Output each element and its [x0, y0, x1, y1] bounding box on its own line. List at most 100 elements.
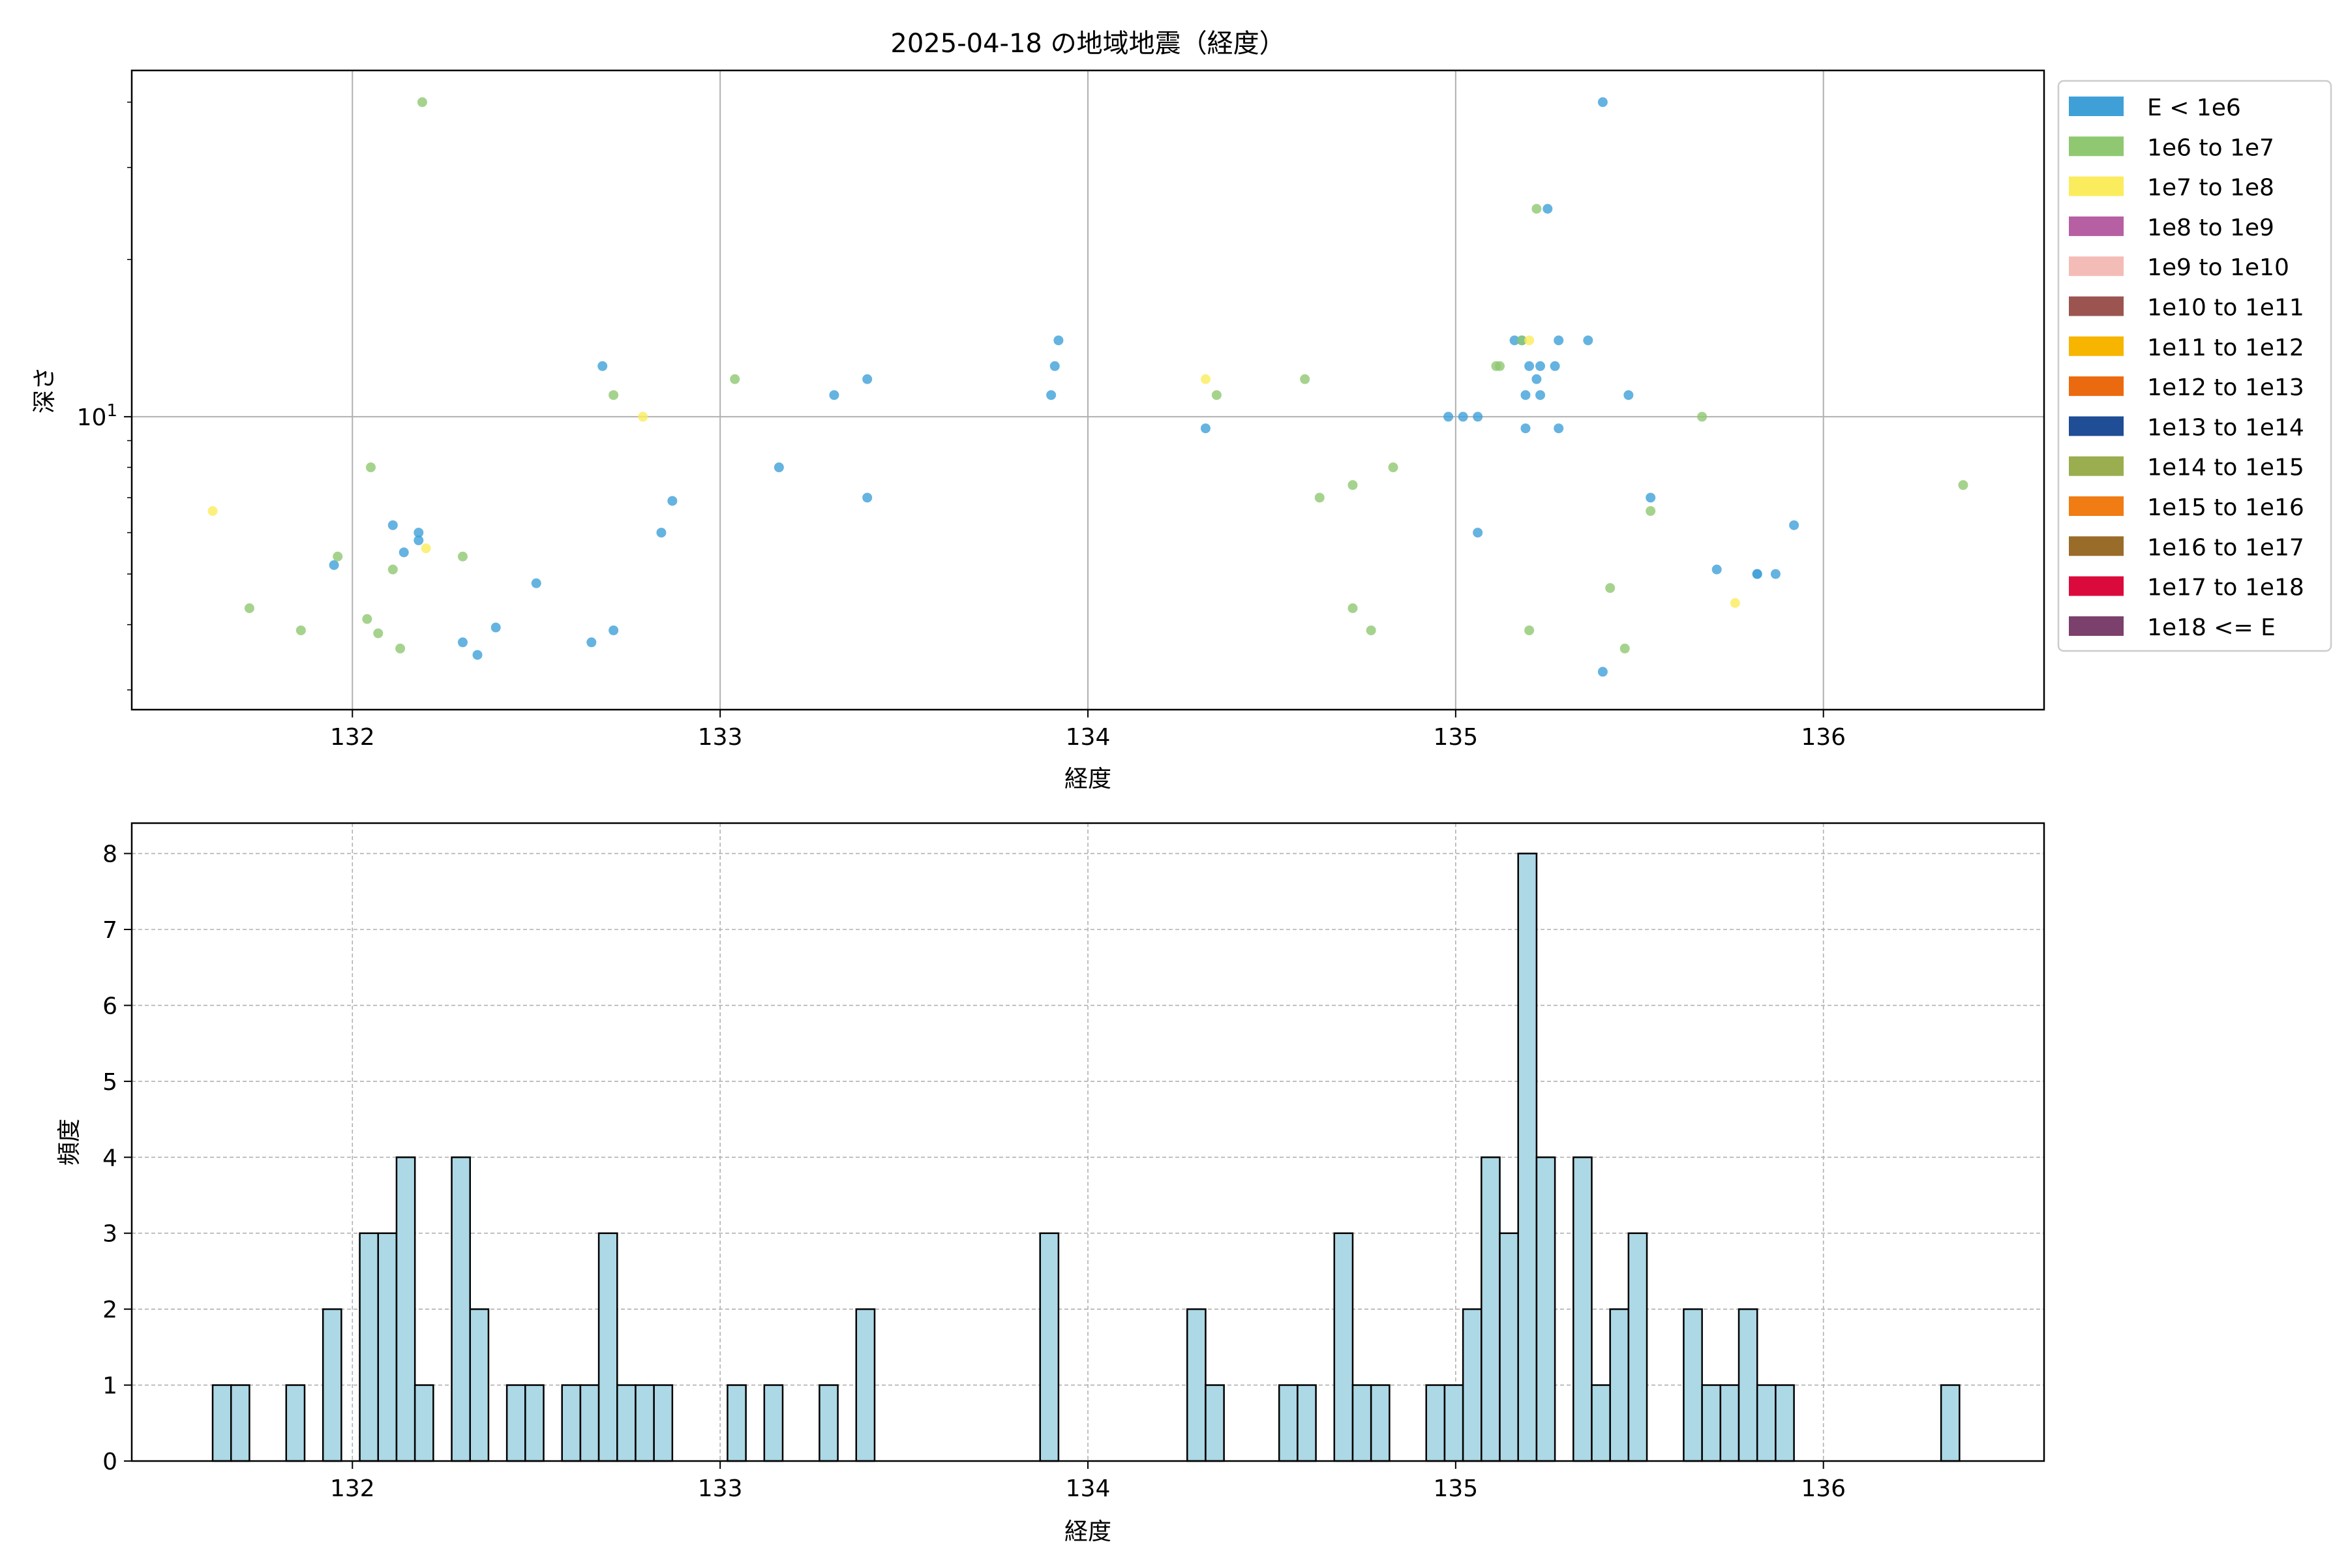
scatter-point: [1646, 505, 1656, 516]
histogram-bar: [1535, 1156, 1556, 1462]
histogram-x-tick-label: 134: [1066, 1475, 1111, 1502]
scatter-point: [1697, 412, 1708, 422]
scatter-x-tick-label: 135: [1433, 724, 1478, 751]
scatter-point: [457, 551, 468, 562]
scatter-title: 2025-04-18 の地域地震（経度）: [890, 29, 1285, 59]
histogram-bar: [1333, 1232, 1354, 1462]
legend-label: 1e13 to 1e14: [2147, 414, 2304, 441]
scatter-point: [1543, 204, 1553, 214]
scatter-x-ticks: 132 133 134 135 136: [330, 710, 1846, 751]
scatter-point: [597, 361, 608, 371]
histogram-bar: [505, 1384, 526, 1462]
scatter-point: [1752, 569, 1762, 579]
legend-swatch: [2069, 616, 2124, 636]
histogram-bar: [597, 1232, 618, 1462]
legend-swatch: [2069, 216, 2124, 236]
legend-label: 1e11 to 1e12: [2147, 335, 2304, 361]
histogram-y-tick-label: 1: [102, 1373, 117, 1400]
histogram-bar: [1738, 1308, 1758, 1462]
histogram-y-tick-label: 5: [102, 1069, 117, 1096]
legend-swatch: [2069, 456, 2124, 476]
legend-label: 1e10 to 1e11: [2147, 295, 2304, 322]
legend-swatch: [2069, 376, 2124, 397]
legend-swatch: [2069, 97, 2124, 116]
histogram-bar: [635, 1384, 655, 1462]
scatter-panel: 132 133 134 135 136 101 2025-04-18 の地域地震（経度）…: [31, 29, 2332, 792]
scatter-point: [1520, 390, 1531, 400]
scatter-point: [387, 520, 398, 530]
scatter-point: [862, 374, 873, 384]
scatter-point: [1789, 520, 1799, 530]
scatter-point: [1053, 335, 1064, 346]
histogram-bar: [1370, 1384, 1391, 1462]
legend-label: 1e8 to 1e9: [2147, 215, 2274, 241]
histogram-y-tick-label: 8: [102, 841, 117, 868]
histogram-bar: [1775, 1384, 1795, 1462]
histogram-y-tick-label: 4: [102, 1145, 117, 1171]
scatter-point: [1211, 390, 1222, 400]
scatter-point: [656, 528, 667, 538]
scatter-point: [730, 374, 740, 384]
scatter-point: [1605, 583, 1616, 594]
legend-swatch: [2069, 136, 2124, 157]
scatter-point: [1347, 480, 1358, 490]
scatter-point: [1531, 374, 1542, 384]
histogram-bar: [653, 1384, 674, 1462]
legend-swatch: [2069, 176, 2124, 196]
scatter-x-tick-label: 136: [1801, 724, 1846, 751]
scatter-point: [1388, 462, 1398, 473]
scatter-point: [490, 622, 501, 633]
legend-swatch: [2069, 496, 2124, 516]
legend-swatch: [2069, 256, 2124, 277]
legend-swatch: [2069, 296, 2124, 316]
histogram-bar: [1683, 1308, 1703, 1462]
scatter-point: [1583, 335, 1593, 346]
histogram-bar: [579, 1384, 600, 1462]
histogram-bar: [819, 1384, 839, 1462]
scatter-point: [1730, 597, 1740, 608]
legend-label: 1e12 to 1e13: [2147, 374, 2304, 401]
scatter-point: [417, 97, 427, 108]
histogram-bar: [1591, 1384, 1611, 1462]
histogram-x-ticks: 132 133 134 135 136: [330, 1461, 1846, 1502]
histogram-bar: [451, 1156, 471, 1462]
scatter-point: [1531, 204, 1542, 214]
histogram-bar: [395, 1156, 416, 1462]
scatter-y-tick-label: 101: [77, 401, 117, 431]
scatter-point: [333, 551, 343, 562]
scatter-point: [1509, 335, 1520, 346]
histogram-bar: [1039, 1232, 1060, 1462]
scatter-point: [1314, 492, 1325, 503]
histogram-bar: [1701, 1384, 1722, 1462]
scatter-point: [1520, 423, 1531, 434]
histogram-y-label: 頻度: [56, 1119, 83, 1166]
histogram-bar: [763, 1384, 784, 1462]
histogram-bar: [211, 1384, 232, 1462]
histogram-bar: [1425, 1384, 1446, 1462]
scatter-point: [1597, 97, 1608, 108]
histogram-bar: [469, 1308, 490, 1462]
scatter-point: [457, 637, 468, 648]
scatter-point: [774, 462, 784, 473]
legend-swatch: [2069, 576, 2124, 596]
histogram-bar: [1278, 1384, 1299, 1462]
histogram-bar: [322, 1308, 342, 1462]
scatter-point: [1550, 361, 1560, 371]
histogram-bar: [285, 1384, 306, 1462]
legend-label: 1e15 to 1e16: [2147, 494, 2304, 521]
scatter-points: [207, 97, 1968, 677]
legend-frame: [2057, 80, 2332, 652]
histogram-bar: [359, 1232, 380, 1462]
legend-swatch: [2069, 536, 2124, 556]
histogram-bars: [211, 852, 1961, 1462]
histogram-x-tick-label: 135: [1433, 1475, 1478, 1502]
legend-label: 1e9 to 1e10: [2147, 254, 2289, 281]
scatter-point: [1597, 667, 1608, 677]
scatter-point: [1524, 335, 1535, 346]
scatter-point: [1200, 423, 1211, 434]
scatter-x-tick-label: 133: [698, 724, 743, 751]
histogram-bar: [855, 1308, 876, 1462]
histogram-bar: [1719, 1384, 1740, 1462]
